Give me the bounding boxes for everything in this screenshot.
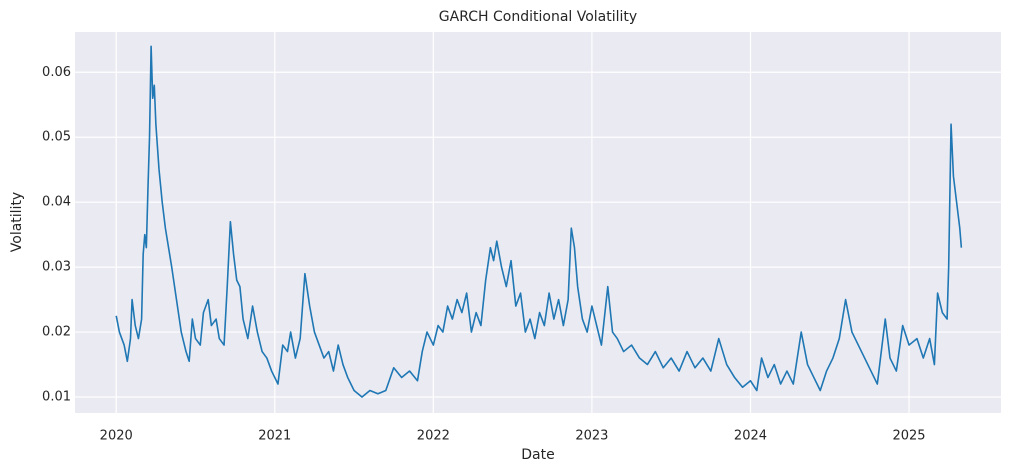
y-axis-label: Volatility — [9, 192, 25, 252]
x-tick-label: 2021 — [258, 429, 291, 444]
y-tick-label: 0.01 — [42, 390, 71, 405]
x-tick-label: 2025 — [892, 429, 925, 444]
y-tick-label: 0.04 — [42, 195, 71, 210]
x-tick-label: 2022 — [417, 429, 450, 444]
plot-area — [75, 32, 1001, 413]
y-tick-label: 0.02 — [42, 325, 71, 340]
y-tick-label: 0.03 — [42, 260, 71, 275]
x-tick-label: 2024 — [734, 429, 767, 444]
x-tick-label: 2020 — [100, 429, 133, 444]
x-tick-label: 2023 — [575, 429, 608, 444]
y-tick-label: 0.06 — [42, 65, 71, 80]
volatility-line — [115, 45, 963, 398]
x-axis-label: Date — [521, 447, 554, 463]
chart-title: GARCH Conditional Volatility — [439, 9, 637, 25]
y-tick-label: 0.05 — [42, 130, 71, 145]
